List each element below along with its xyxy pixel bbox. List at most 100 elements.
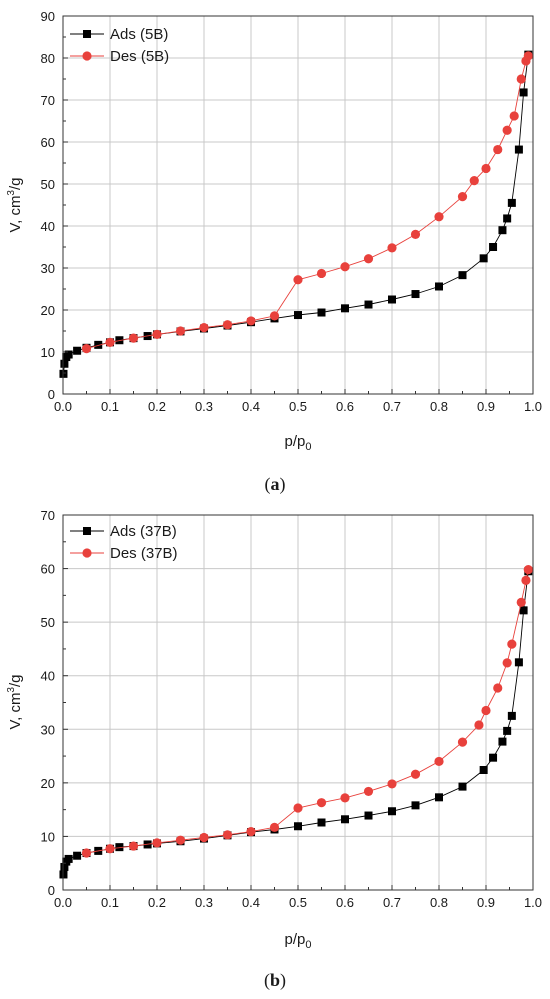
data-point-circle — [152, 838, 162, 848]
data-point-circle — [434, 212, 444, 222]
data-point-square — [514, 658, 523, 667]
data-point-circle — [175, 835, 186, 845]
y-tick-label: 50 — [41, 615, 55, 630]
x-tick-label: 0.2 — [148, 895, 166, 910]
data-point-circle — [410, 229, 421, 239]
data-point-circle — [269, 822, 280, 832]
x-tick-label: 0.4 — [242, 895, 260, 910]
data-point-square — [519, 88, 528, 97]
series-layer — [59, 565, 533, 879]
legend-swatch-square — [83, 30, 91, 38]
y-tick-label: 80 — [41, 51, 55, 66]
data-point-circle — [481, 163, 491, 174]
x-axis-label: p/p0 — [285, 931, 312, 951]
data-point-square — [364, 300, 373, 309]
x-axis-label-main: p/p — [285, 433, 306, 450]
x-tick-label: 0.0 — [54, 895, 72, 910]
data-point-square — [388, 295, 396, 304]
data-point-circle — [269, 311, 280, 321]
y-tick-label: 10 — [41, 829, 55, 844]
data-point-square — [479, 254, 488, 263]
data-point-square — [507, 711, 516, 720]
data-point-circle — [152, 329, 162, 339]
data-point-square — [60, 359, 69, 368]
x-tick-label: 0.2 — [148, 399, 166, 414]
y-tick-label: 10 — [41, 345, 55, 360]
data-point-circle — [457, 737, 468, 747]
data-point-square — [317, 308, 326, 317]
caption-open: ( — [265, 474, 271, 495]
y-tick-label: 70 — [41, 93, 55, 108]
y-tick-label: 0 — [48, 387, 55, 402]
data-point-circle — [81, 848, 92, 858]
data-point-circle — [81, 344, 92, 354]
data-point-circle — [128, 333, 139, 343]
x-tick-label: 0.6 — [336, 399, 354, 414]
x-tick-label: 0.4 — [242, 399, 260, 414]
data-point-circle — [521, 575, 531, 585]
x-tick-label: 0.5 — [289, 399, 307, 414]
data-point-circle — [410, 769, 421, 779]
y-axis-label-sup: 3 — [6, 687, 17, 693]
x-tick-labels: 0.0 0.1 0.2 0.3 0.4 0.5 0.6 0.7 0.8 0.9 1.0 — [54, 389, 542, 414]
data-point-square — [388, 807, 396, 816]
x-axis-label-main: p/p — [285, 931, 306, 948]
data-point-circle — [434, 756, 444, 767]
caption-close: ) — [280, 474, 286, 495]
data-point-square — [411, 801, 420, 810]
y-tick-label: 40 — [41, 219, 55, 234]
caption-open: ( — [264, 970, 270, 991]
legend-label: Ads (5B) — [110, 26, 168, 43]
x-axis-label-sub: 0 — [305, 441, 311, 453]
data-point-square — [73, 346, 82, 355]
data-point-circle — [363, 786, 374, 797]
data-point-square — [503, 214, 512, 223]
data-point-square — [458, 782, 467, 791]
y-tick-labels: 0 10 20 30 40 50 60 70 80 90 — [41, 9, 68, 402]
data-point-square — [435, 282, 443, 291]
data-point-square — [294, 311, 302, 320]
legend-swatch-circle — [82, 51, 92, 61]
data-point-circle — [507, 639, 517, 649]
legend-label: Des (37B) — [110, 545, 178, 562]
data-point-square — [503, 726, 512, 735]
y-tick-label: 40 — [41, 669, 55, 684]
data-point-circle — [493, 144, 503, 155]
y-axis-label-sup: 3 — [6, 190, 17, 196]
legend-label: Des (5B) — [110, 48, 169, 65]
data-point-square — [294, 822, 302, 831]
caption-close: ) — [280, 970, 286, 991]
data-point-circle — [105, 337, 115, 347]
data-point-circle — [105, 844, 115, 854]
data-point-circle — [474, 720, 484, 730]
caption-letter: b — [270, 970, 280, 990]
y-tick-label: 60 — [41, 562, 55, 577]
x-axis-label: p/p0 — [285, 433, 312, 453]
chart-panel-a: 0.0 0.1 0.2 0.3 0.4 0.5 0.6 0.7 0.8 0.9 1.0 0 10 20 3… — [6, 9, 542, 495]
legend: Ads (5B) Des (5B) — [70, 26, 169, 65]
data-point-square — [341, 304, 349, 313]
data-point-circle — [246, 316, 256, 326]
data-point-square — [115, 843, 124, 852]
x-tick-label: 0.5 — [289, 895, 307, 910]
y-tick-label: 30 — [41, 722, 55, 737]
y-tick-label: 20 — [41, 303, 55, 318]
y-tick-label: 0 — [48, 883, 55, 898]
y-axis-label-tail: /g — [7, 177, 24, 190]
panel-caption-b: (b) — [264, 970, 286, 991]
legend-label: Ads (37B) — [110, 523, 177, 540]
x-tick-label: 0.6 — [336, 895, 354, 910]
chart-panel-b: 0.0 0.1 0.2 0.3 0.4 0.5 0.6 0.7 0.8 0.9 1.0 0 10 20 3… — [6, 508, 542, 991]
data-point-square — [498, 737, 507, 746]
data-point-square — [507, 198, 516, 207]
data-point-circle — [128, 841, 139, 851]
legend-swatch-square — [83, 527, 91, 535]
data-point-circle — [246, 827, 256, 837]
data-point-circle — [457, 192, 468, 202]
data-point-square — [411, 290, 420, 299]
data-point-circle — [523, 565, 533, 575]
data-point-square — [435, 793, 443, 802]
data-point-circle — [481, 705, 491, 716]
data-point-circle — [509, 111, 519, 121]
